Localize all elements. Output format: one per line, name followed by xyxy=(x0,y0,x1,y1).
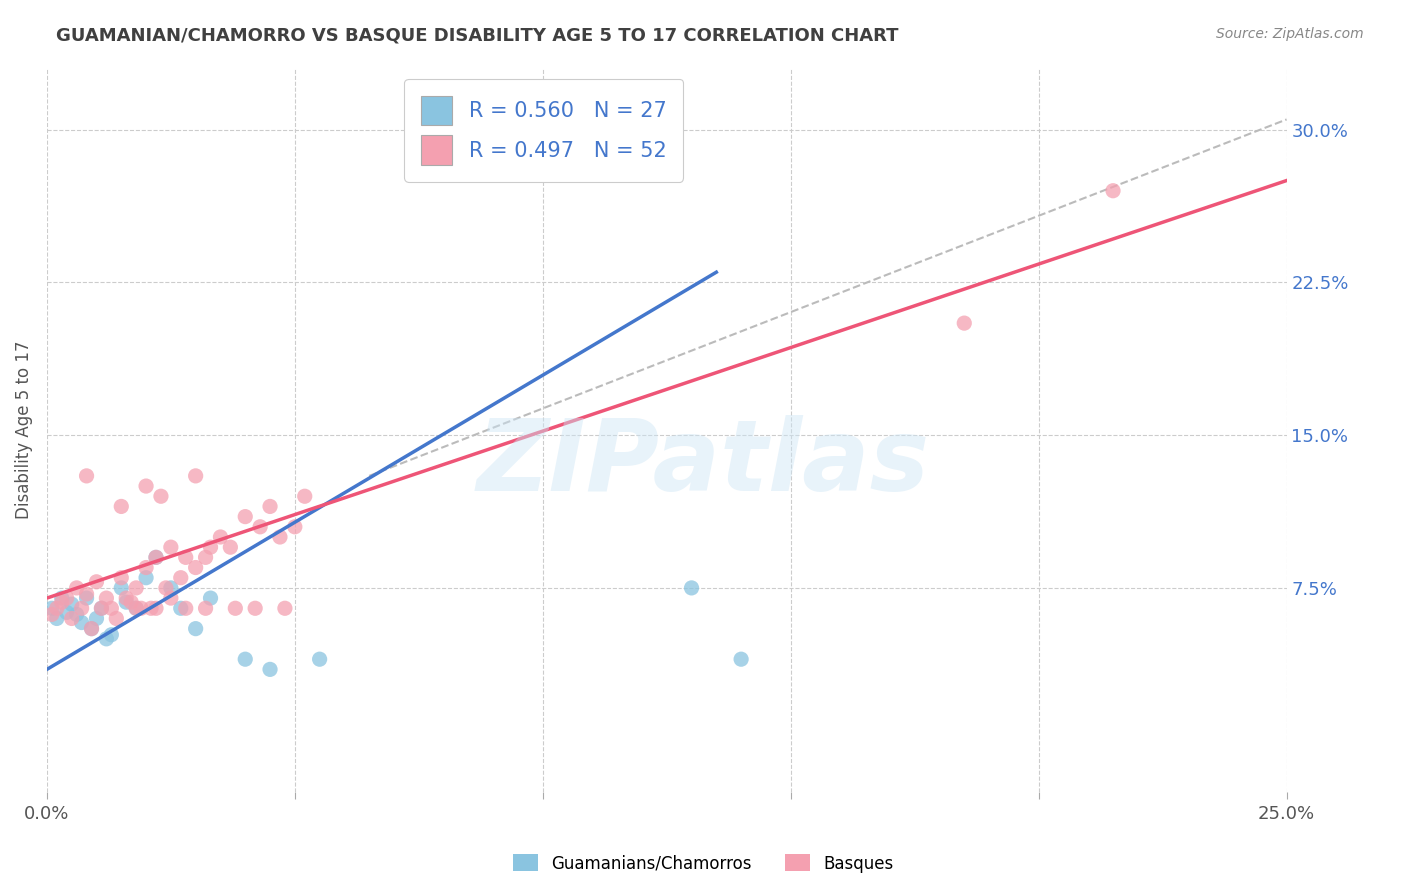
Point xyxy=(105,611,128,625)
Point xyxy=(194,550,217,565)
Point xyxy=(100,628,122,642)
Point xyxy=(125,601,148,615)
Point xyxy=(174,601,197,615)
Point xyxy=(243,601,266,615)
Point xyxy=(80,622,103,636)
Point xyxy=(184,469,207,483)
Point xyxy=(160,591,183,606)
Point xyxy=(259,662,281,676)
Point xyxy=(135,571,157,585)
Point xyxy=(219,540,242,554)
Point xyxy=(233,652,256,666)
Point xyxy=(125,601,148,615)
Point xyxy=(76,591,98,606)
Point xyxy=(259,500,281,514)
Y-axis label: Disability Age 5 to 17: Disability Age 5 to 17 xyxy=(15,341,32,519)
Point xyxy=(233,509,256,524)
Point xyxy=(200,540,222,554)
Point xyxy=(224,601,246,615)
Point xyxy=(96,591,118,606)
Point xyxy=(96,632,118,646)
Point xyxy=(155,581,177,595)
Legend: R = 0.560   N = 27, R = 0.497   N = 52: R = 0.560 N = 27, R = 0.497 N = 52 xyxy=(405,78,683,182)
Point xyxy=(51,591,73,606)
Point xyxy=(45,611,67,625)
Point xyxy=(110,500,132,514)
Point xyxy=(294,489,316,503)
Text: ZIPatlas: ZIPatlas xyxy=(477,416,929,512)
Point xyxy=(184,622,207,636)
Point xyxy=(115,595,138,609)
Point xyxy=(110,571,132,585)
Point xyxy=(76,469,98,483)
Point xyxy=(149,489,172,503)
Point xyxy=(274,601,297,615)
Point xyxy=(120,595,142,609)
Point xyxy=(269,530,291,544)
Point xyxy=(135,479,157,493)
Point xyxy=(139,601,162,615)
Point xyxy=(86,574,108,589)
Point xyxy=(284,520,307,534)
Point xyxy=(60,597,83,611)
Text: Source: ZipAtlas.com: Source: ZipAtlas.com xyxy=(1216,27,1364,41)
Point xyxy=(125,581,148,595)
Point xyxy=(80,622,103,636)
Point xyxy=(115,591,138,606)
Point xyxy=(55,605,77,619)
Point xyxy=(110,581,132,595)
Point xyxy=(209,530,232,544)
Point xyxy=(184,560,207,574)
Point xyxy=(90,601,112,615)
Point xyxy=(70,601,93,615)
Point xyxy=(60,611,83,625)
Point xyxy=(41,601,63,615)
Point xyxy=(66,581,89,595)
Point xyxy=(200,591,222,606)
Point xyxy=(1102,184,1125,198)
Point xyxy=(308,652,330,666)
Point xyxy=(681,581,703,595)
Point xyxy=(55,591,77,606)
Point xyxy=(160,581,183,595)
Point xyxy=(76,587,98,601)
Point xyxy=(45,601,67,615)
Point xyxy=(90,601,112,615)
Point xyxy=(249,520,271,534)
Point xyxy=(70,615,93,630)
Point xyxy=(170,571,193,585)
Point xyxy=(170,601,193,615)
Point xyxy=(100,601,122,615)
Point xyxy=(135,560,157,574)
Point xyxy=(160,540,183,554)
Point xyxy=(730,652,752,666)
Point xyxy=(66,607,89,622)
Point xyxy=(145,550,167,565)
Point xyxy=(174,550,197,565)
Text: GUAMANIAN/CHAMORRO VS BASQUE DISABILITY AGE 5 TO 17 CORRELATION CHART: GUAMANIAN/CHAMORRO VS BASQUE DISABILITY … xyxy=(56,27,898,45)
Point xyxy=(51,595,73,609)
Point xyxy=(194,601,217,615)
Point xyxy=(145,550,167,565)
Point xyxy=(129,601,152,615)
Legend: Guamanians/Chamorros, Basques: Guamanians/Chamorros, Basques xyxy=(506,847,900,880)
Point xyxy=(41,607,63,622)
Point xyxy=(953,316,976,330)
Point xyxy=(145,601,167,615)
Point xyxy=(86,611,108,625)
